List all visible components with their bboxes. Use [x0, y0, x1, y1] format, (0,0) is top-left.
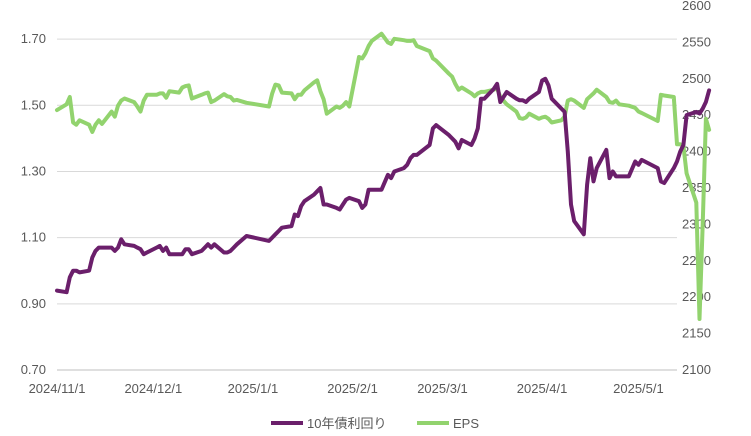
series-line-yield — [55, 76, 712, 295]
left-tick-label: 1.10 — [21, 230, 46, 245]
left-y-axis: 0.70 0.90 1.10 1.30 1.50 1.70 — [21, 31, 46, 377]
legend-label-yield: 10年債利回り — [307, 416, 386, 431]
x-axis: 2024/11/1 2024/12/1 2025/1/1 2025/2/1 2025/3… — [29, 381, 664, 396]
left-tick-label: 1.70 — [21, 31, 46, 46]
right-tick-label: 2600 — [682, 0, 711, 13]
left-tick-label: 1.50 — [21, 97, 46, 112]
x-tick-label: 2025/4/1 — [517, 381, 568, 396]
right-tick-label: 2450 — [682, 107, 711, 122]
legend: 10年債利回り EPS — [271, 416, 479, 431]
x-tick-label: 2025/2/1 — [327, 381, 378, 396]
x-tick-label: 2025/1/1 — [228, 381, 279, 396]
gridlines — [57, 38, 677, 305]
x-tick-label: 2025/3/1 — [417, 381, 468, 396]
series-line-eps — [55, 31, 712, 321]
x-tick-label: 2024/12/1 — [124, 381, 182, 396]
left-tick-label: 0.90 — [21, 296, 46, 311]
left-tick-label: 1.30 — [21, 163, 46, 178]
right-tick-label: 2100 — [682, 362, 711, 377]
x-tick-label: 2024/11/1 — [29, 381, 86, 396]
plot-area — [55, 31, 712, 321]
right-tick-label: 2500 — [682, 71, 711, 86]
right-tick-label: 2550 — [682, 34, 711, 49]
x-tick-label: 2025/5/1 — [613, 381, 664, 396]
right-tick-label: 2350 — [682, 180, 711, 195]
right-tick-label: 2200 — [682, 289, 711, 304]
right-tick-label: 2150 — [682, 326, 711, 341]
legend-label-eps: EPS — [453, 416, 479, 431]
left-tick-label: 0.70 — [21, 362, 46, 377]
right-y-axis: 2100215022002250230023502400245025002550… — [682, 0, 711, 377]
